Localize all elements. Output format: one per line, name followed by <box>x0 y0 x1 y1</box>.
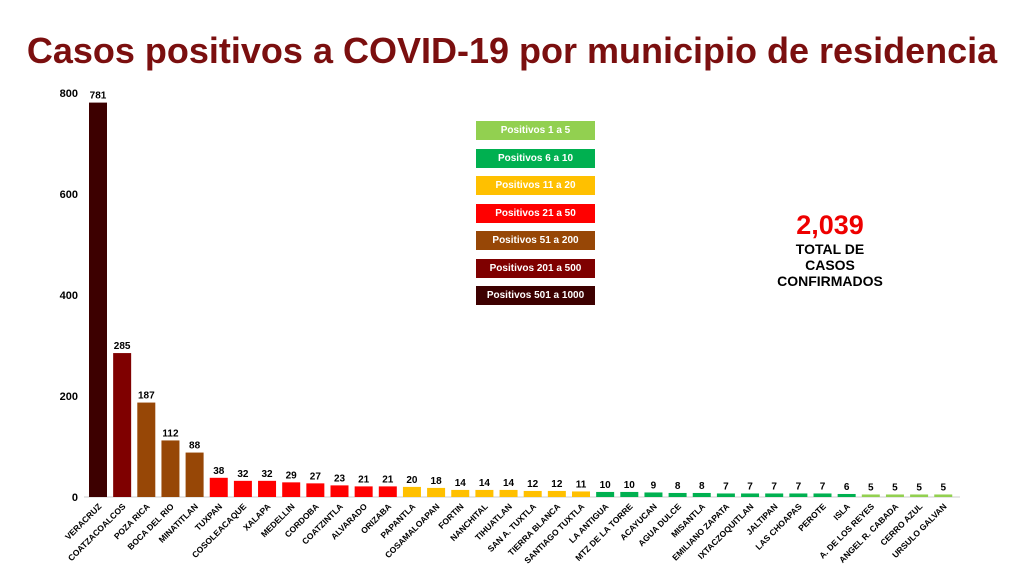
bar <box>113 353 132 497</box>
data-label: 32 <box>261 469 273 480</box>
legend-item: Positivos 201 a 500 <box>476 258 595 278</box>
bar <box>765 493 784 497</box>
bar <box>813 493 832 497</box>
data-label: 781 <box>90 91 107 102</box>
bar <box>209 477 228 497</box>
x-tick-label: ISLA <box>831 501 852 522</box>
data-label: 285 <box>114 341 131 352</box>
bar <box>185 452 204 497</box>
data-label: 5 <box>892 482 898 493</box>
legend-item: Positivos 6 a 10 <box>476 148 595 168</box>
bar <box>668 492 687 497</box>
data-label: 7 <box>820 481 826 492</box>
data-label: 14 <box>479 478 491 489</box>
y-tick-label: 0 <box>72 492 78 504</box>
bar <box>572 491 590 497</box>
data-label: 7 <box>771 481 777 492</box>
legend-item: Positivos 501 a 1000 <box>476 286 595 305</box>
legend-item: Positivos 1 a 5 <box>476 121 595 140</box>
bar <box>427 487 446 497</box>
bar <box>596 491 615 497</box>
data-label: 38 <box>213 466 225 477</box>
data-label: 8 <box>699 481 705 492</box>
data-label: 7 <box>796 481 802 492</box>
data-label: 10 <box>624 480 636 491</box>
data-label: 8 <box>675 481 681 492</box>
bar <box>137 402 156 497</box>
total-label: TOTAL DE CASOS CONFIRMADOS <box>777 241 883 289</box>
data-label: 12 <box>527 479 539 490</box>
data-label: 88 <box>189 441 201 452</box>
total-value: 2,039 <box>796 210 864 240</box>
bar <box>716 493 735 497</box>
y-tick-label: 600 <box>60 189 78 201</box>
bar <box>644 492 663 497</box>
chart-title: Casos positivos a COVID-19 por municipio… <box>26 30 998 71</box>
legend-item: Positivos 11 a 20 <box>476 176 595 195</box>
data-label: 7 <box>723 481 729 492</box>
bar <box>789 493 808 497</box>
data-label: 6 <box>844 482 850 493</box>
data-label: 9 <box>651 480 657 491</box>
bar <box>475 489 494 497</box>
data-label: 20 <box>406 475 418 486</box>
data-label: 23 <box>334 473 346 484</box>
bar <box>161 440 180 497</box>
bar <box>233 480 252 497</box>
data-label: 10 <box>600 480 612 491</box>
legend-item: Positivos 51 a 200 <box>476 231 595 250</box>
bar <box>861 494 880 497</box>
bar <box>330 485 349 497</box>
data-label: 21 <box>382 474 394 485</box>
y-tick-label: 400 <box>60 290 78 302</box>
data-label: 12 <box>551 479 563 490</box>
bar <box>910 494 929 497</box>
bar <box>451 489 470 497</box>
data-label: 5 <box>916 482 922 493</box>
bar <box>89 102 107 497</box>
total-cases: 2,039 TOTAL DE CASOS CONFIRMADOS <box>740 210 920 289</box>
data-label: 21 <box>358 474 370 485</box>
bar <box>354 486 373 497</box>
bar <box>885 494 904 497</box>
bar <box>741 493 760 497</box>
bar <box>378 486 397 497</box>
data-label: 18 <box>431 476 443 487</box>
data-label: 29 <box>286 470 298 481</box>
data-label: 5 <box>940 482 946 493</box>
data-label: 11 <box>576 479 587 490</box>
bar <box>547 490 566 497</box>
y-tick-label: 200 <box>60 391 78 403</box>
bar <box>402 486 421 497</box>
legend-item: Positivos 21 a 50 <box>476 203 595 223</box>
bar <box>523 490 542 497</box>
bar <box>692 492 711 497</box>
data-label: 5 <box>868 482 874 493</box>
bar <box>499 489 518 497</box>
bar <box>620 491 639 497</box>
data-label: 14 <box>455 478 467 489</box>
data-label: 32 <box>237 469 249 480</box>
y-tick-label: 800 <box>60 88 78 100</box>
bar <box>282 482 301 497</box>
data-label: 7 <box>747 481 753 492</box>
bar <box>934 494 953 497</box>
bar <box>258 480 277 497</box>
data-label: 27 <box>310 471 322 482</box>
data-label: 187 <box>138 391 155 402</box>
bar <box>306 483 325 497</box>
data-label: 112 <box>162 428 179 439</box>
bar <box>837 493 856 497</box>
data-label: 14 <box>503 478 515 489</box>
